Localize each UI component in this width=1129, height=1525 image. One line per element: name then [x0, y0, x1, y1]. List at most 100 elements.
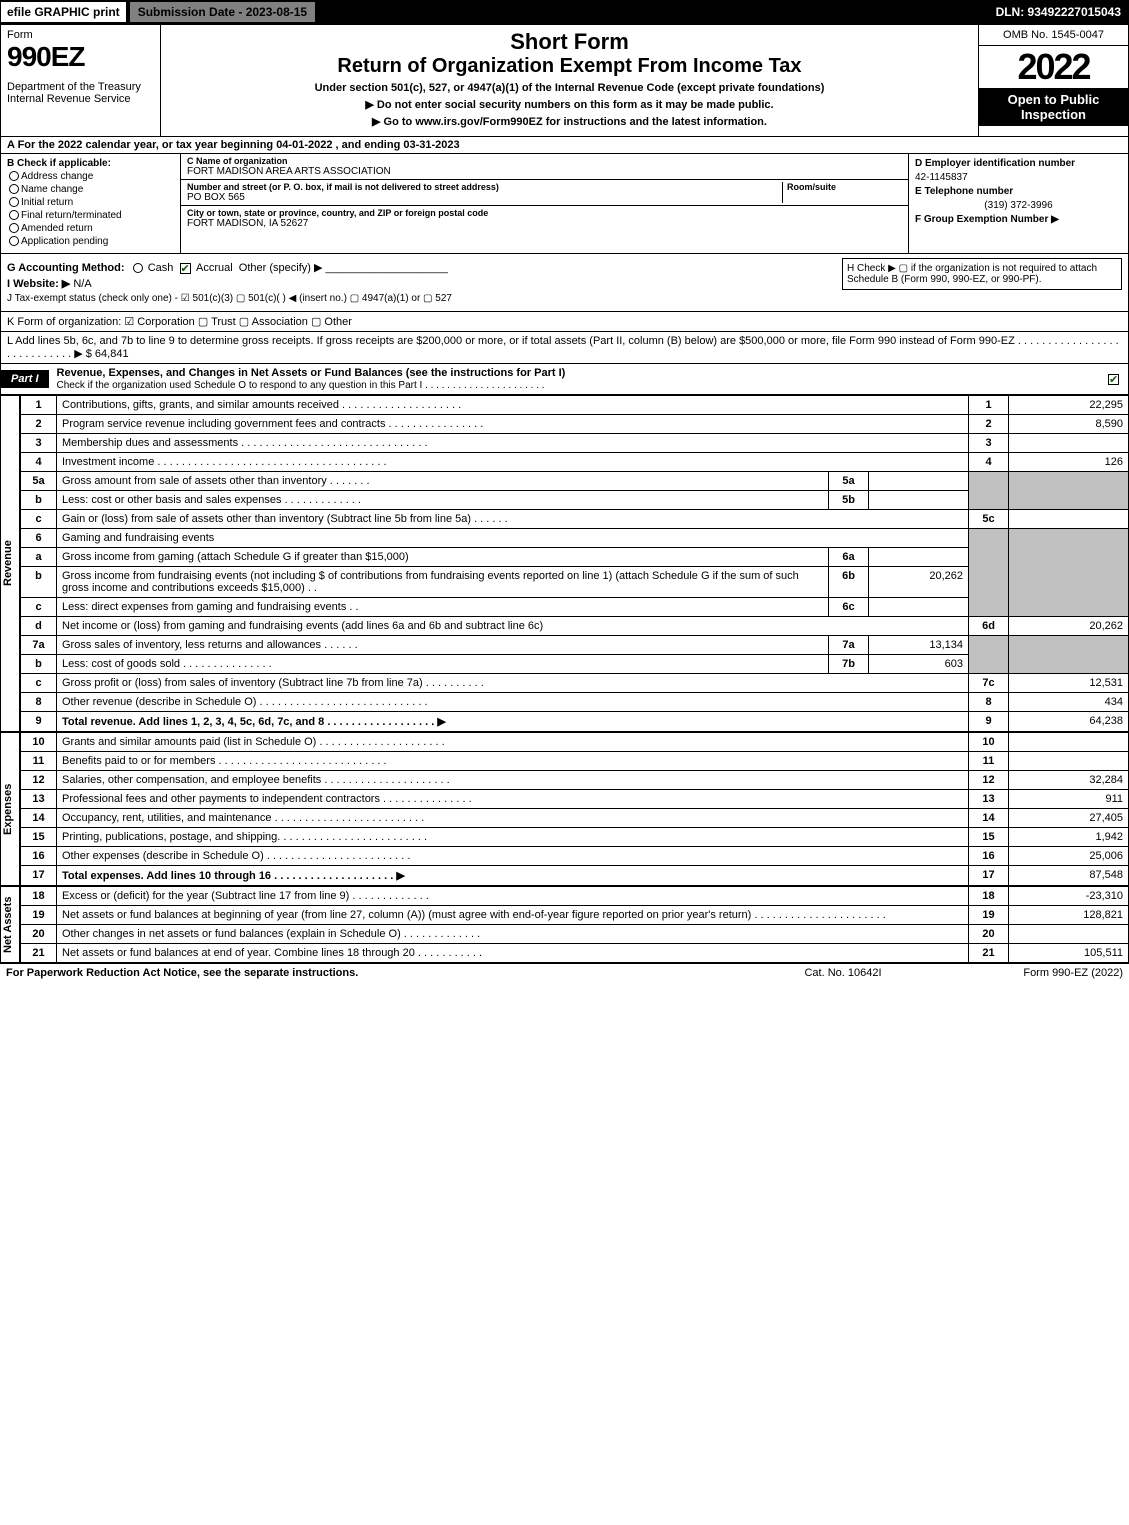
- line-5c-desc: Gain or (loss) from sale of assets other…: [57, 510, 969, 529]
- line-5c-ref: 5c: [969, 510, 1009, 529]
- line-5b-subref: 5b: [829, 491, 869, 510]
- line-15-num: 15: [21, 828, 57, 847]
- line-5c-num: c: [21, 510, 57, 529]
- line-5b-num: b: [21, 491, 57, 510]
- street-label: Number and street (or P. O. box, if mail…: [187, 182, 782, 192]
- line-11-desc: Benefits paid to or for members . . . . …: [57, 752, 969, 771]
- accrual-label: Accrual: [196, 262, 233, 274]
- section-k: K Form of organization: ☑ Corporation ▢ …: [0, 312, 1129, 332]
- line-6a: a Gross income from gaming (attach Sched…: [21, 548, 1129, 567]
- line-21-num: 21: [21, 944, 57, 963]
- under-section: Under section 501(c), 527, or 4947(a)(1)…: [169, 82, 970, 94]
- line-17: 17 Total expenses. Add lines 10 through …: [21, 866, 1129, 886]
- check-application-pending[interactable]: Application pending: [7, 236, 174, 247]
- ein-value: 42-1145837: [915, 172, 1122, 183]
- main-title: Return of Organization Exempt From Incom…: [169, 55, 970, 78]
- cash-radio[interactable]: [133, 263, 143, 273]
- check-address-change-label: Address change: [21, 171, 93, 182]
- footer-cat: Cat. No. 10642I: [743, 967, 943, 979]
- line-4: 4 Investment income . . . . . . . . . . …: [21, 453, 1129, 472]
- line-10-num: 10: [21, 733, 57, 752]
- line-6c-subval: [869, 598, 969, 617]
- line-2-val: 8,590: [1009, 415, 1129, 434]
- expenses-sidelabel: Expenses: [0, 732, 20, 886]
- check-final-return[interactable]: Final return/terminated: [7, 210, 174, 221]
- line-7c-ref: 7c: [969, 674, 1009, 693]
- line-3-desc: Membership dues and assessments . . . . …: [57, 434, 969, 453]
- line-8-val: 434: [1009, 693, 1129, 712]
- line-13-desc: Professional fees and other payments to …: [57, 790, 969, 809]
- accrual-check[interactable]: [180, 263, 191, 274]
- line-1: 1 Contributions, gifts, grants, and simi…: [21, 396, 1129, 415]
- line-12: 12 Salaries, other compensation, and emp…: [21, 771, 1129, 790]
- check-initial-return[interactable]: Initial return: [7, 197, 174, 208]
- part-i-checkbox[interactable]: [1102, 370, 1128, 388]
- line-6b-subval: 20,262: [869, 567, 969, 598]
- line-7a-subval: 13,134: [869, 636, 969, 655]
- section-l: L Add lines 5b, 6c, and 7b to line 9 to …: [0, 332, 1129, 364]
- section-h: H Check ▶ ▢ if the organization is not r…: [842, 258, 1122, 290]
- line-3-ref: 3: [969, 434, 1009, 453]
- check-address-change[interactable]: Address change: [7, 171, 174, 182]
- revenue-sidelabel: Revenue: [0, 395, 20, 732]
- line-7ab-shaded-val: [1009, 636, 1129, 674]
- line-11: 11 Benefits paid to or for members . . .…: [21, 752, 1129, 771]
- line-19: 19 Net assets or fund balances at beginn…: [21, 906, 1129, 925]
- line-5ab-shaded-val: [1009, 472, 1129, 510]
- revenue-section: Revenue 1 Contributions, gifts, grants, …: [0, 395, 1129, 732]
- section-c: C Name of organization FORT MADISON AREA…: [181, 154, 908, 253]
- line-9-val: 64,238: [1009, 712, 1129, 732]
- check-name-change[interactable]: Name change: [7, 184, 174, 195]
- website-value: N/A: [73, 278, 91, 290]
- part-i-tab: Part I: [1, 370, 49, 388]
- line-13-ref: 13: [969, 790, 1009, 809]
- line-20-desc: Other changes in net assets or fund bala…: [57, 925, 969, 944]
- line-13-val: 911: [1009, 790, 1129, 809]
- goto-note-text[interactable]: ▶ Go to www.irs.gov/Form990EZ for instru…: [372, 116, 767, 128]
- line-2-desc: Program service revenue including govern…: [57, 415, 969, 434]
- line-1-val: 22,295: [1009, 396, 1129, 415]
- line-7c-val: 12,531: [1009, 674, 1129, 693]
- line-6-desc: Gaming and fundraising events: [57, 529, 969, 548]
- line-12-desc: Salaries, other compensation, and employ…: [57, 771, 969, 790]
- cash-label: Cash: [148, 262, 174, 274]
- check-amended-return[interactable]: Amended return: [7, 223, 174, 234]
- line-6b: b Gross income from fundraising events (…: [21, 567, 1129, 598]
- line-20: 20 Other changes in net assets or fund b…: [21, 925, 1129, 944]
- bcd-row: B Check if applicable: Address change Na…: [0, 154, 1129, 254]
- line-15: 15 Printing, publications, postage, and …: [21, 828, 1129, 847]
- line-7a-subref: 7a: [829, 636, 869, 655]
- line-16-desc: Other expenses (describe in Schedule O) …: [57, 847, 969, 866]
- city-value: FORT MADISON, IA 52627: [187, 218, 902, 229]
- line-5b: b Less: cost or other basis and sales ex…: [21, 491, 1129, 510]
- line-6c: c Less: direct expenses from gaming and …: [21, 598, 1129, 617]
- line-6b-desc: Gross income from fundraising events (no…: [57, 567, 829, 598]
- line-21-desc: Net assets or fund balances at end of ye…: [57, 944, 969, 963]
- line-6a-subval: [869, 548, 969, 567]
- street-row: Number and street (or P. O. box, if mail…: [181, 180, 908, 206]
- line-11-num: 11: [21, 752, 57, 771]
- footer-form: Form 990-EZ (2022): [943, 967, 1123, 979]
- line-7c-desc: Gross profit or (loss) from sales of inv…: [57, 674, 969, 693]
- org-name: FORT MADISON AREA ARTS ASSOCIATION: [187, 166, 902, 177]
- line-7a-num: 7a: [21, 636, 57, 655]
- line-18: 18 Excess or (deficit) for the year (Sub…: [21, 887, 1129, 906]
- group-label: F Group Exemption Number ▶: [915, 214, 1122, 225]
- city-row: City or town, state or province, country…: [181, 206, 908, 231]
- website-label: I Website: ▶: [7, 278, 70, 290]
- line-4-num: 4: [21, 453, 57, 472]
- line-14-val: 27,405: [1009, 809, 1129, 828]
- department-label: Department of the Treasury Internal Reve…: [7, 81, 154, 105]
- line-10-desc: Grants and similar amounts paid (list in…: [57, 733, 969, 752]
- line-10-ref: 10: [969, 733, 1009, 752]
- expenses-section: Expenses 10 Grants and similar amounts p…: [0, 732, 1129, 886]
- line-9-num: 9: [21, 712, 57, 732]
- tel-value: (319) 372-3996: [915, 200, 1122, 211]
- section-d: D Employer identification number 42-1145…: [908, 154, 1128, 253]
- line-18-val: -23,310: [1009, 887, 1129, 906]
- line-5a-subval: [869, 472, 969, 491]
- line-9-ref: 9: [969, 712, 1009, 732]
- tax-year: 2022: [979, 46, 1128, 88]
- line-19-desc: Net assets or fund balances at beginning…: [57, 906, 969, 925]
- efile-label[interactable]: efile GRAPHIC print: [0, 1, 127, 23]
